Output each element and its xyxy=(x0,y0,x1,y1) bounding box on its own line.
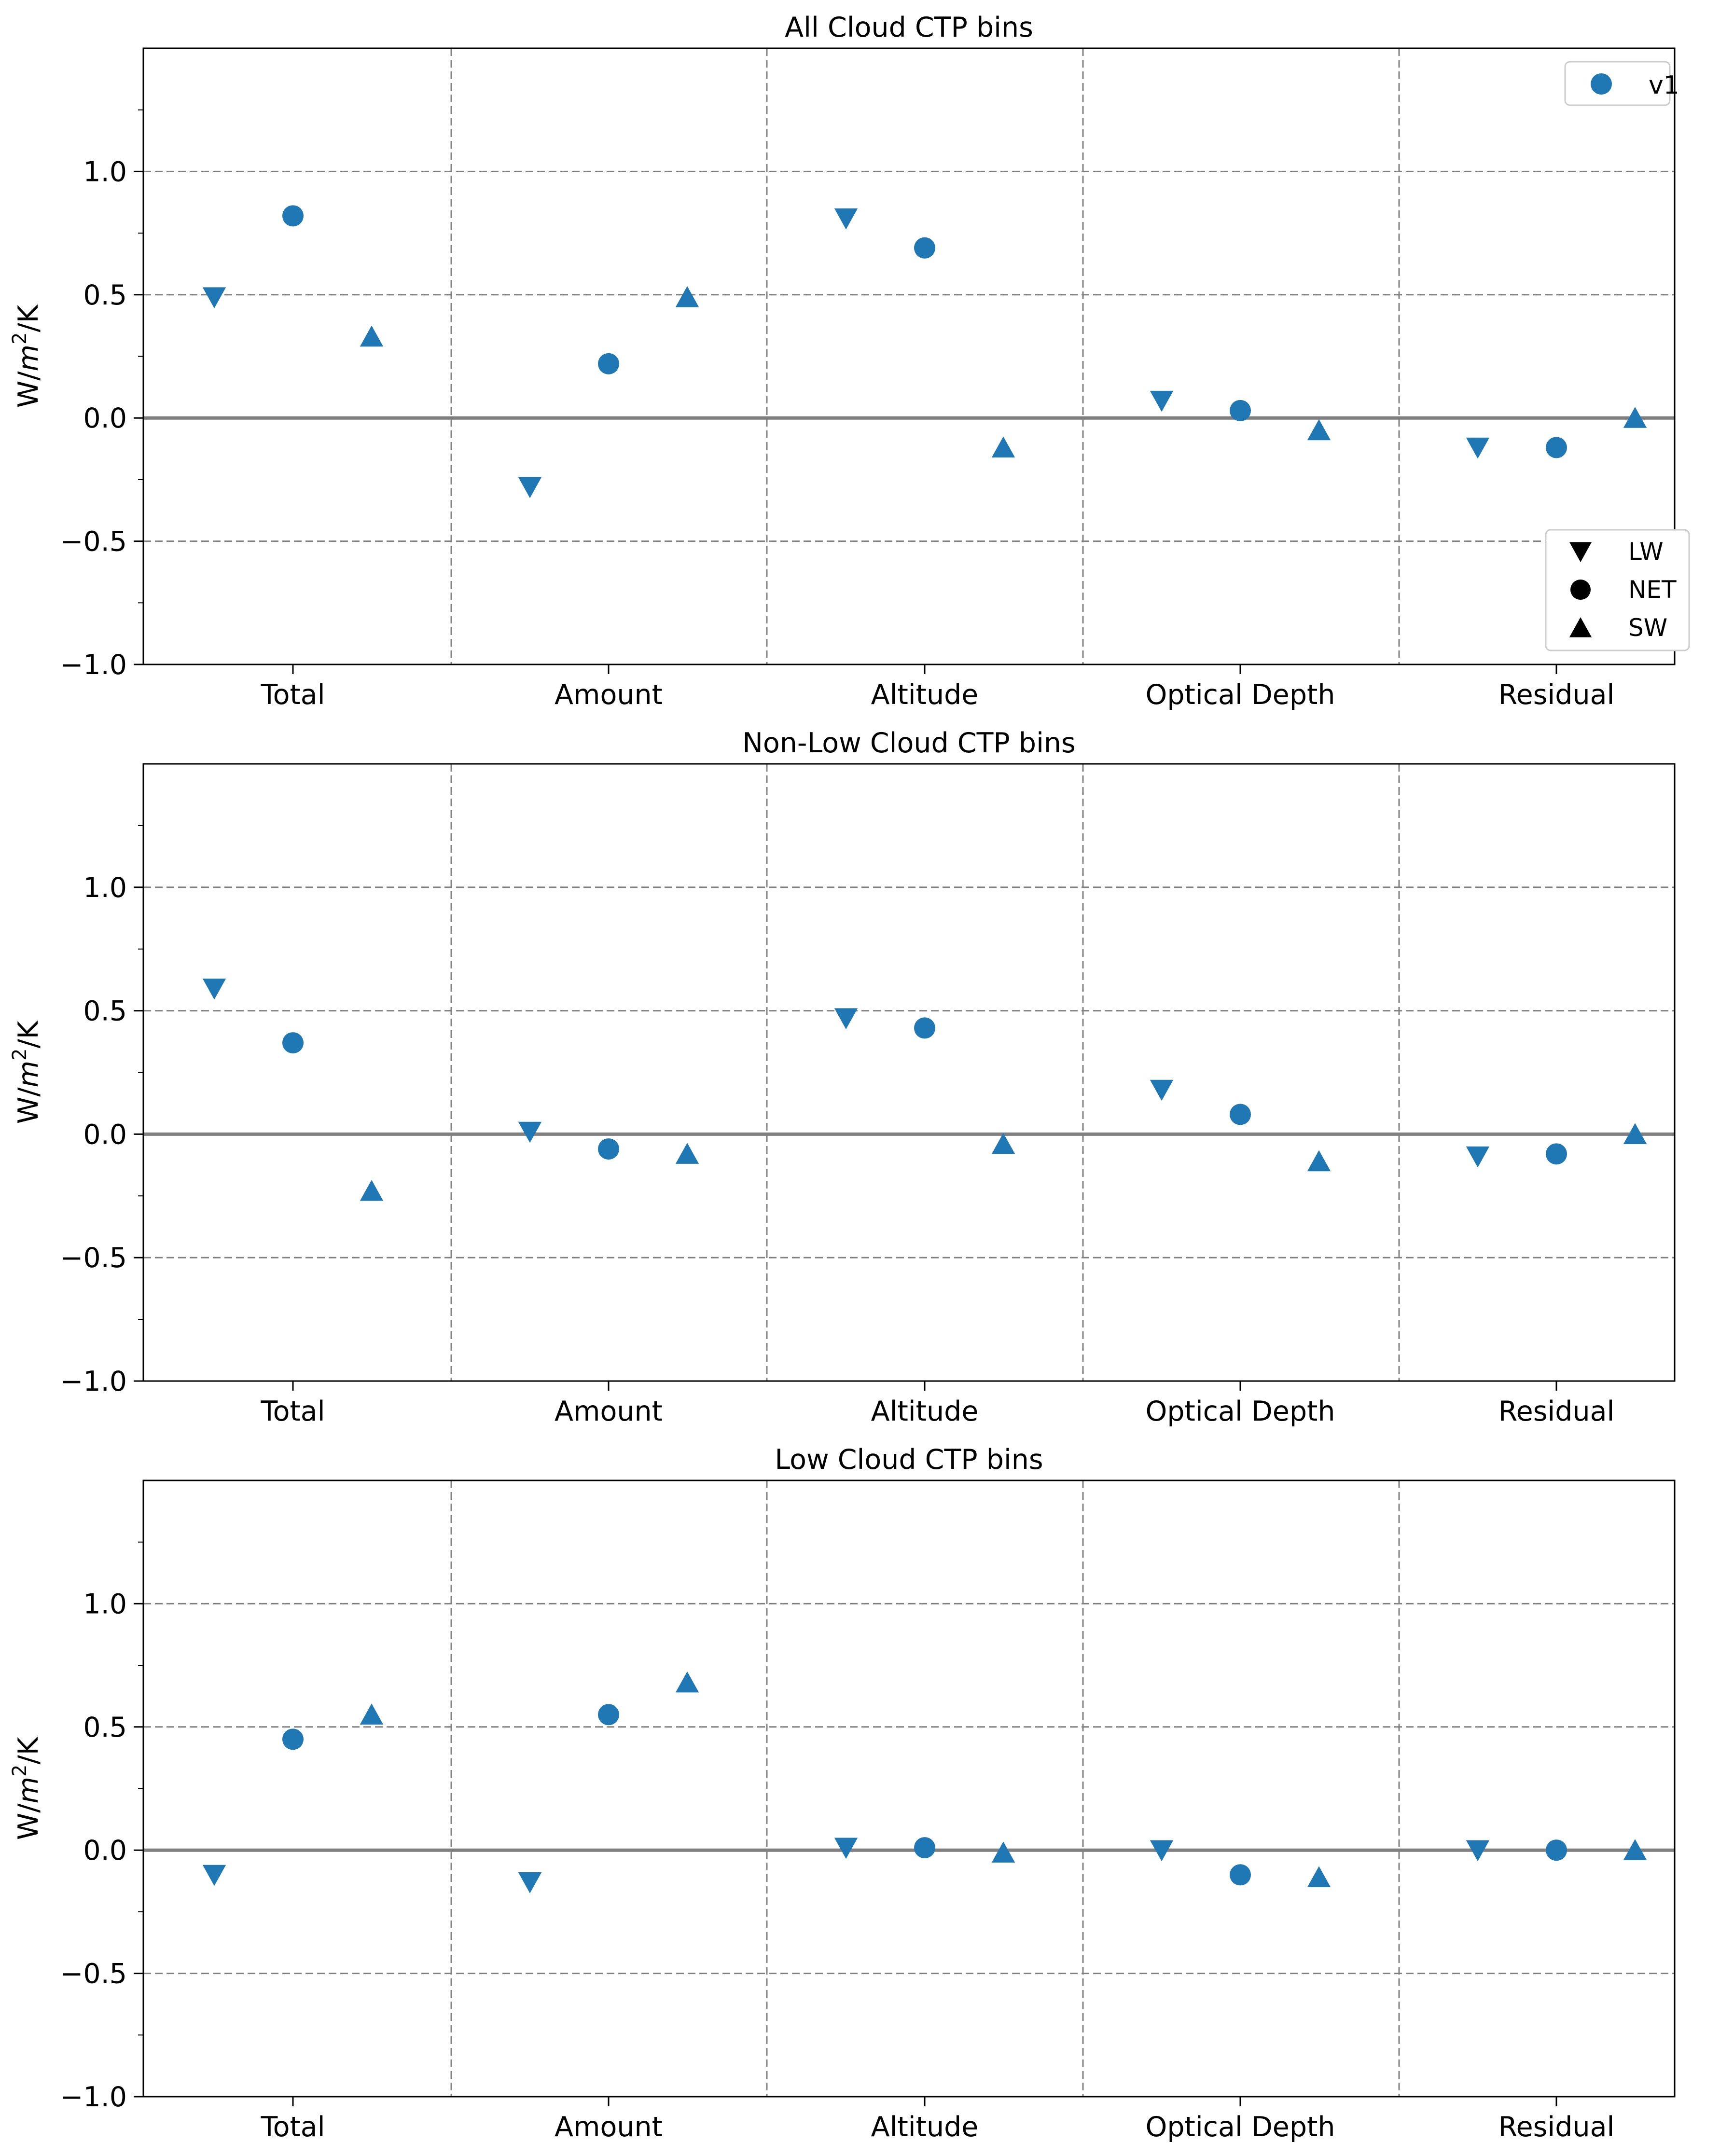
point-net-optical-depth xyxy=(1230,1104,1251,1125)
point-lw-altitude xyxy=(834,208,858,230)
point-sw-optical-depth xyxy=(1307,419,1331,441)
y-axis-label: W/m2/K xyxy=(9,304,44,408)
point-net-residual xyxy=(1546,1143,1567,1165)
y-axis-label: W/m2/K xyxy=(9,1736,44,1840)
point-sw-total xyxy=(360,325,384,347)
y-axis-label: W/m2/K xyxy=(9,1020,44,1124)
y-tick-label: 0.5 xyxy=(83,279,127,311)
point-sw-total xyxy=(360,1180,384,1201)
point-net-residual xyxy=(1546,437,1567,458)
point-net-optical-depth xyxy=(1230,400,1251,421)
point-lw-altitude xyxy=(834,1838,858,1859)
point-lw-optical-depth xyxy=(1150,390,1174,412)
y-tick-label: 0.0 xyxy=(83,1835,127,1866)
point-net-residual xyxy=(1546,1839,1567,1861)
x-tick-label-residual: Residual xyxy=(1498,1396,1615,1427)
legend-markers: LW NET SW xyxy=(1545,529,1690,651)
chart-title: Low Cloud CTP bins xyxy=(775,1444,1043,1476)
panel-1: −1.0 −0.5 0.0 0.5 1.0 Total Amount Altitude Opti… xyxy=(9,12,1690,711)
x-tick-label-optical-depth: Optical Depth xyxy=(1145,2111,1335,2143)
point-net-amount xyxy=(598,1138,619,1160)
point-lw-optical-depth xyxy=(1150,1079,1174,1101)
chart-title: Non-Low Cloud CTP bins xyxy=(742,727,1075,759)
y-tick-label: −0.5 xyxy=(60,1242,127,1274)
panel-2: −1.0 −0.5 0.0 0.5 1.0 Total Amount Altitude Opti… xyxy=(9,727,1676,1427)
y-tick-label: 1.0 xyxy=(83,1588,127,1620)
y-tick-label: 0.0 xyxy=(83,402,127,434)
legend-label-sw: SW xyxy=(1628,614,1667,642)
point-net-total xyxy=(282,1032,304,1054)
point-net-optical-depth xyxy=(1230,1864,1251,1886)
x-tick-label-residual: Residual xyxy=(1498,2111,1615,2143)
axes-frame xyxy=(142,47,1676,665)
point-lw-total xyxy=(202,287,226,308)
point-sw-altitude xyxy=(991,1841,1015,1863)
point-net-altitude xyxy=(914,1017,935,1039)
y-tick-label: −1.0 xyxy=(60,2081,127,2113)
x-tick-label-total: Total xyxy=(260,679,325,711)
point-net-total xyxy=(282,1728,304,1750)
x-tick-label-amount: Amount xyxy=(555,1396,663,1427)
point-lw-amount xyxy=(518,1872,542,1893)
x-tick-label-total: Total xyxy=(260,1396,325,1427)
x-tick-label-optical-depth: Optical Depth xyxy=(1145,1396,1335,1427)
y-tick-label: 1.0 xyxy=(83,872,127,904)
point-lw-residual xyxy=(1466,1840,1490,1862)
point-sw-optical-depth xyxy=(1307,1150,1331,1172)
axes-frame xyxy=(142,763,1676,1382)
point-net-altitude xyxy=(914,237,935,259)
y-tick-label: −0.5 xyxy=(60,526,127,558)
y-tick-label: −0.5 xyxy=(60,1958,127,1990)
point-sw-optical-depth xyxy=(1307,1866,1331,1887)
point-net-amount xyxy=(598,353,619,374)
y-tick-label: 0.0 xyxy=(83,1119,127,1150)
x-tick-label-residual: Residual xyxy=(1498,679,1615,711)
point-lw-residual xyxy=(1466,437,1490,459)
point-sw-residual xyxy=(1623,1839,1647,1860)
legend-marker-net xyxy=(1570,580,1591,600)
point-sw-residual xyxy=(1623,407,1647,428)
panel-3: −1.0 −0.5 0.0 0.5 1.0 Total Amount Altitude Opti… xyxy=(9,1444,1676,2143)
axes-frame xyxy=(142,1479,1676,2098)
legend-label-lw: LW xyxy=(1628,538,1664,566)
point-lw-amount xyxy=(518,477,542,498)
x-tick-label-optical-depth: Optical Depth xyxy=(1145,679,1335,711)
y-tick-label: 1.0 xyxy=(83,156,127,188)
x-tick-label-altitude: Altitude xyxy=(871,1396,979,1427)
point-sw-total xyxy=(360,1703,384,1725)
y-tick-label: −1.0 xyxy=(60,649,127,681)
x-tick-label-amount: Amount xyxy=(555,679,663,711)
legend-model: v1 xyxy=(1564,61,1679,106)
legend-label-v1: v1 xyxy=(1649,71,1679,100)
x-tick-label-amount: Amount xyxy=(555,2111,663,2143)
point-lw-amount xyxy=(518,1121,542,1143)
legend-label-net: NET xyxy=(1628,576,1677,604)
chart-title: All Cloud CTP bins xyxy=(785,12,1033,43)
point-lw-total xyxy=(202,1865,226,1886)
x-tick-label-altitude: Altitude xyxy=(871,679,979,711)
point-lw-residual xyxy=(1466,1146,1490,1168)
legend-marker-lw xyxy=(1569,542,1592,562)
y-tick-label: −1.0 xyxy=(60,1366,127,1397)
legend-marker-v1 xyxy=(1591,73,1612,95)
point-net-total xyxy=(282,205,304,227)
legend-marker-sw xyxy=(1569,617,1592,637)
point-sw-altitude xyxy=(991,1133,1015,1154)
point-sw-altitude xyxy=(991,436,1015,458)
point-sw-amount xyxy=(675,286,699,307)
x-tick-label-total: Total xyxy=(260,2111,325,2143)
point-lw-total xyxy=(202,978,226,1000)
point-sw-residual xyxy=(1623,1123,1647,1144)
point-sw-amount xyxy=(675,1143,699,1164)
y-tick-label: 0.5 xyxy=(83,995,127,1027)
point-lw-altitude xyxy=(834,1008,858,1029)
point-lw-optical-depth xyxy=(1150,1840,1174,1862)
legend-frame xyxy=(1564,61,1671,106)
point-net-amount xyxy=(598,1704,619,1726)
y-tick-label: 0.5 xyxy=(83,1712,127,1743)
point-net-altitude xyxy=(914,1837,935,1859)
x-tick-label-altitude: Altitude xyxy=(871,2111,979,2143)
point-sw-amount xyxy=(675,1671,699,1693)
